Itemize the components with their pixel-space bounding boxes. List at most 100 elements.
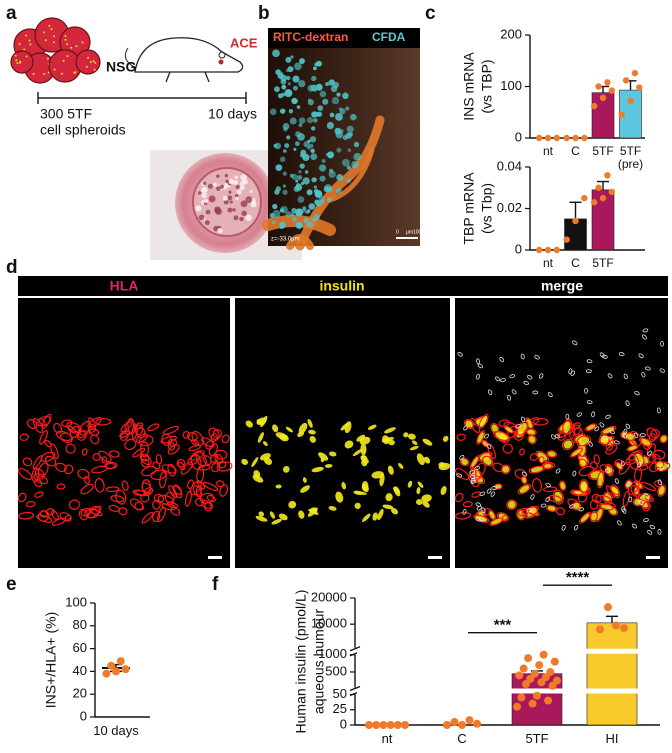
hla-cell	[152, 510, 161, 523]
data-point	[581, 194, 588, 202]
hla-cell	[456, 433, 466, 441]
hla-cell	[59, 512, 72, 522]
y-tick-label: 40	[73, 663, 87, 678]
insulin-cell	[482, 441, 488, 447]
cell	[313, 188, 319, 194]
cell	[291, 207, 297, 214]
cell	[351, 160, 359, 169]
insulin-cell	[310, 507, 318, 514]
graft-spot	[207, 183, 213, 189]
hla-cell	[26, 419, 38, 430]
insulin-cell	[355, 491, 367, 495]
stain-label: merge	[541, 278, 583, 294]
insulin-cell	[442, 435, 449, 442]
hla-cell	[110, 495, 125, 503]
nucleus	[569, 504, 575, 509]
cell	[302, 206, 307, 211]
hla-cell	[160, 435, 177, 444]
nucleus	[643, 493, 649, 499]
hla-cell	[591, 493, 602, 503]
hla-cell	[630, 484, 640, 498]
hla-cell	[176, 458, 186, 468]
strain-label: NSG	[106, 59, 136, 75]
y-tick-label: 0	[515, 129, 522, 144]
hla-cell	[471, 491, 481, 498]
x-tick-label: C	[457, 731, 467, 746]
insulin-cell	[539, 457, 544, 463]
insulin-cell	[257, 432, 264, 443]
cell	[321, 159, 326, 163]
nucleus	[534, 355, 540, 360]
cell	[289, 117, 297, 125]
panel-label: e	[6, 574, 17, 595]
cell	[272, 49, 280, 58]
insulin-cell	[367, 424, 377, 430]
nucleus	[540, 503, 547, 508]
data-point	[599, 94, 607, 102]
hla-cell	[546, 504, 558, 512]
cell	[312, 118, 318, 123]
data-point	[365, 721, 373, 729]
spheroid-dot	[32, 72, 35, 75]
x-tick-label: 5TF	[592, 256, 614, 270]
spheroid-dot	[28, 39, 31, 42]
nucleus	[639, 433, 646, 437]
insulin-cell	[271, 518, 282, 525]
y-tick-label: 1000	[318, 646, 347, 661]
nucleus	[490, 491, 495, 497]
y-tick-label: 20000	[311, 589, 347, 604]
cell	[295, 221, 303, 229]
insulin-cell	[269, 511, 276, 519]
cell	[312, 217, 317, 222]
data-point	[563, 236, 570, 243]
hla-cell	[41, 413, 52, 430]
insulin-cell	[352, 449, 363, 457]
insulin-cell	[241, 458, 249, 465]
insulin-cell	[298, 510, 305, 519]
nucleus	[547, 392, 553, 398]
hla-cell	[55, 462, 67, 473]
data-point	[536, 246, 543, 254]
hla-cell	[139, 453, 152, 466]
spheroid-dot	[81, 41, 84, 44]
hla-cell	[33, 479, 43, 488]
cell	[297, 196, 305, 203]
cell	[292, 75, 300, 83]
insulin-cell	[359, 436, 371, 445]
graft-spot	[235, 196, 239, 201]
cell	[336, 147, 342, 153]
insulin-cell	[307, 418, 313, 428]
graft-spot	[215, 208, 222, 216]
cell	[298, 80, 306, 88]
data-point	[401, 721, 409, 729]
y-tick-label: 0	[80, 708, 87, 723]
insulin-cell	[260, 415, 268, 428]
hla-cell	[141, 479, 152, 494]
hla-cell	[138, 435, 154, 447]
graft-texture	[195, 173, 257, 234]
y-tick-label: 0	[340, 716, 347, 731]
hla-cell	[140, 493, 150, 503]
graft-spot	[240, 200, 248, 208]
panel-label: d	[6, 257, 18, 278]
hla-cell	[646, 427, 658, 441]
graft-spot	[235, 184, 240, 190]
nucleus	[478, 517, 485, 522]
micrograph	[235, 298, 450, 568]
hla-cell	[65, 443, 76, 454]
hla-cell	[208, 427, 220, 441]
hla-cell	[94, 478, 105, 493]
cell	[300, 181, 304, 186]
cell	[311, 75, 317, 82]
data-point	[553, 246, 560, 254]
hla-cell	[134, 501, 144, 511]
insulin-cell	[356, 434, 366, 442]
insulin-cell	[391, 508, 399, 515]
cells-label: 300 5TF	[40, 106, 92, 122]
nucleus	[545, 496, 551, 502]
hla-cell	[201, 437, 215, 448]
cell	[335, 187, 342, 194]
hla-cell	[595, 494, 613, 506]
hla-cell	[562, 419, 572, 436]
cell	[341, 158, 350, 167]
